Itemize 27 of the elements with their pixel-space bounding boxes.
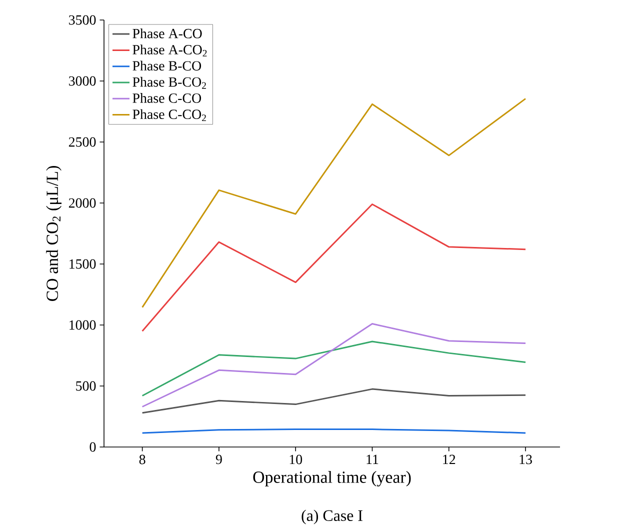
legend-label: Phase C-CO$_{2}$ [132, 109, 206, 122]
line-series [142, 388, 526, 414]
x-tick-label: 11 [366, 454, 378, 464]
text: (a) Case I [302, 510, 362, 524]
y-tick-label: 1000 [70, 320, 96, 330]
y-tick-label: 0 [90, 442, 96, 452]
y-axis-title: CO and CO$_{2}$ (μL/L) [46, 166, 62, 302]
line-series [142, 203, 526, 332]
y-tick-label: 2000 [68, 198, 96, 208]
line-series [142, 323, 526, 408]
legend-label: Phase A-CO$_{2}$ [132, 44, 207, 56]
y-tick-label: 1500 [70, 259, 96, 269]
x-tick-label: 10 [290, 454, 302, 464]
x-tick-label: 8 [139, 454, 146, 464]
legend-label: Phase B-CO [132, 60, 202, 71]
x-tick-label: 9 [216, 454, 222, 464]
legend-label: Phase C-CO [132, 93, 202, 103]
line-series [142, 340, 526, 397]
y-tick-label: 500 [76, 381, 96, 391]
x-tick-label: 13 [520, 454, 532, 464]
y-tick-label: 2500 [68, 137, 96, 147]
y-tick-label: 3500 [69, 15, 96, 25]
x-axis-title: Operational time (year) [253, 471, 411, 486]
y-tick-label: 3000 [69, 76, 96, 86]
legend-label: Phase A-CO [132, 28, 202, 38]
x-tick-label: 12 [443, 454, 456, 464]
legend-label: Phase B-CO$_{2}$ [132, 76, 206, 89]
